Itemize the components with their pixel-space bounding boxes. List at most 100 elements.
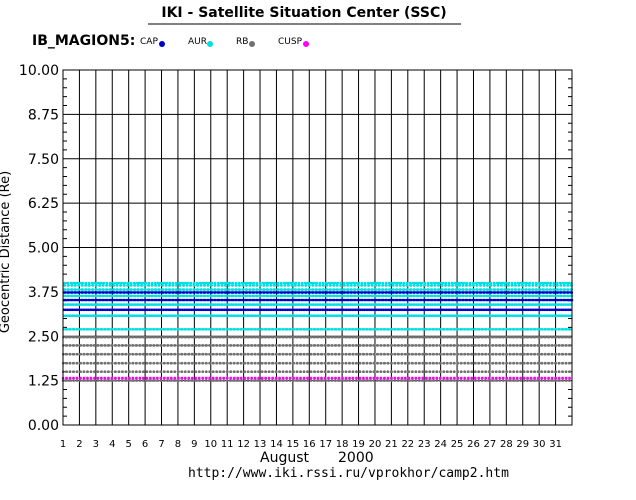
- point-aur: [444, 284, 448, 287]
- point-cap: [270, 298, 273, 302]
- point-cap: [368, 298, 371, 302]
- point-rb: [111, 352, 114, 356]
- point-rb: [166, 361, 170, 365]
- point-aur: [490, 294, 493, 298]
- point-rb: [104, 352, 107, 356]
- point-rb: [481, 352, 484, 356]
- point-cap: [142, 308, 146, 312]
- point-rb: [194, 361, 198, 365]
- point-rb: [254, 335, 257, 339]
- point-aur: [102, 303, 106, 306]
- point-aur: [128, 328, 132, 331]
- point-rb: [330, 370, 334, 374]
- point-cap: [465, 291, 469, 294]
- point-cap: [76, 308, 80, 312]
- point-rb: [470, 370, 474, 374]
- point-aur: [566, 288, 570, 291]
- point-cap: [375, 298, 378, 302]
- point-aur: [326, 303, 329, 306]
- point-cap: [424, 298, 427, 302]
- point-aur: [364, 284, 367, 287]
- point-aur: [566, 284, 570, 287]
- point-rb: [107, 344, 111, 347]
- point-rb: [376, 352, 380, 356]
- point-aur: [401, 328, 404, 331]
- point-aur: [389, 303, 392, 306]
- point-rb: [146, 344, 149, 347]
- point-rb: [407, 370, 411, 374]
- point-rb: [404, 352, 408, 356]
- point-cusp: [166, 376, 170, 380]
- point-aur: [165, 284, 168, 287]
- point-aur: [460, 328, 464, 331]
- point-orbit-extreme: [78, 379, 82, 382]
- point-cusp: [526, 376, 529, 380]
- point-cap: [542, 308, 546, 312]
- point-aur: [332, 284, 336, 287]
- point-aur: [325, 284, 329, 287]
- point-rb: [159, 352, 163, 356]
- point-cap: [455, 298, 459, 302]
- point-cap: [90, 308, 94, 312]
- point-cap: [434, 291, 437, 294]
- point-aur: [213, 284, 217, 287]
- point-aur: [472, 288, 476, 291]
- point-cap: [539, 298, 542, 302]
- point-rb: [103, 370, 107, 374]
- point-cap: [450, 308, 453, 312]
- point-aur: [381, 284, 385, 287]
- point-orbit-extreme: [189, 379, 193, 382]
- point-rb: [397, 335, 401, 339]
- point-aur: [269, 284, 273, 287]
- point-aur: [424, 303, 427, 306]
- point-orbit-extreme: [111, 379, 115, 382]
- point-rb: [334, 370, 338, 374]
- point-cap: [497, 298, 500, 302]
- point-cap: [367, 291, 371, 294]
- point-rb: [118, 344, 121, 347]
- point-rb: [76, 344, 79, 347]
- point-cusp: [341, 376, 344, 380]
- point-aur: [312, 303, 315, 306]
- point-cusp: [435, 376, 439, 380]
- point-aur: [211, 303, 214, 306]
- point-cap: [357, 291, 361, 294]
- point-cusp: [285, 376, 289, 380]
- point-cusp: [173, 376, 177, 380]
- point-rb: [317, 361, 320, 365]
- point-rb: [243, 352, 247, 356]
- point-aur: [126, 288, 130, 291]
- point-aur: [130, 284, 133, 287]
- point-cusp: [355, 376, 358, 380]
- point-cap: [81, 291, 84, 294]
- point-cap: [99, 298, 102, 302]
- point-cap: [553, 298, 556, 302]
- point-aur: [399, 294, 403, 298]
- point-aur: [293, 314, 296, 318]
- point-rb: [383, 361, 387, 365]
- point-rb: [93, 344, 97, 347]
- point-rb: [554, 352, 558, 356]
- point-cap: [224, 291, 228, 294]
- point-aur: [474, 314, 478, 318]
- point-aur: [189, 288, 193, 291]
- point-cap: [457, 308, 460, 312]
- point-cusp: [159, 376, 163, 380]
- point-rb: [376, 361, 380, 365]
- point-aur: [555, 314, 558, 318]
- point-rb: [407, 361, 411, 365]
- point-rb: [446, 370, 449, 374]
- point-aur: [141, 303, 144, 306]
- point-rb: [86, 370, 89, 374]
- point-rb: [505, 344, 509, 347]
- point-aur: [160, 328, 163, 331]
- point-orbit-extreme: [231, 379, 235, 382]
- point-rb: [128, 352, 131, 356]
- point-rb: [564, 370, 568, 374]
- point-aur: [427, 284, 430, 287]
- point-aur: [270, 303, 273, 306]
- point-aur: [490, 288, 493, 291]
- point-rb: [358, 361, 362, 365]
- point-rb: [474, 344, 478, 347]
- point-cusp: [274, 376, 278, 380]
